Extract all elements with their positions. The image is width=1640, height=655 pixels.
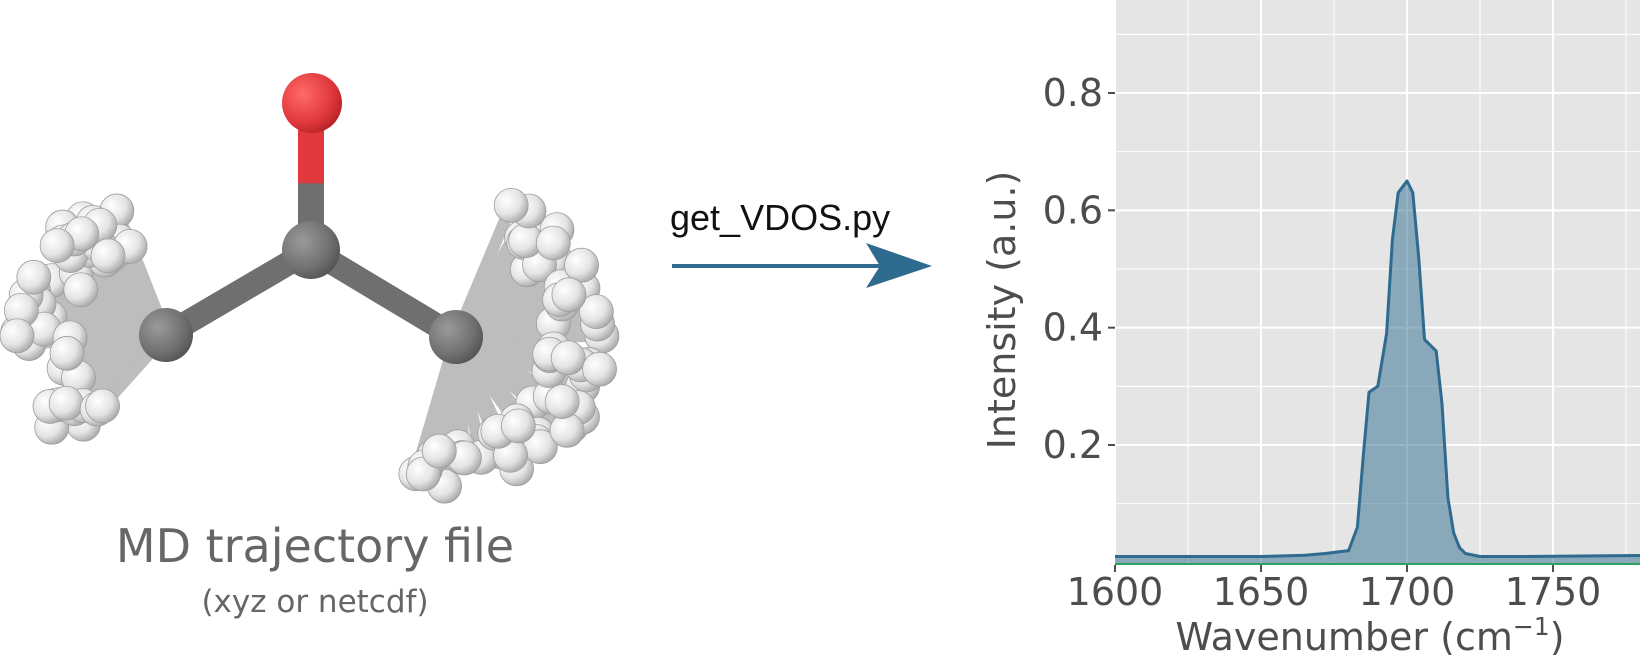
methyl-group-left (0, 193, 172, 445)
hydrogen-right-atom (544, 384, 580, 420)
x-tick-label: 1650 (1213, 570, 1310, 614)
x-tick-label: 1700 (1359, 570, 1456, 614)
y-tick-label: 0.2 (1043, 423, 1103, 467)
hydrogen-left-atom (39, 228, 75, 263)
hydrogen-left-atom (48, 385, 84, 421)
spectrum-chart: 0.2 0.4 0.6 0.8 1600 1650 1700 1750 Intensity … (980, 0, 1640, 655)
series-area (1115, 181, 1640, 565)
hydrogen-right-atom (550, 340, 586, 376)
carbon-atom-left (139, 308, 193, 362)
molecule-subcaption: (xyz or netcdf) (201, 584, 428, 620)
oxygen-atom (282, 73, 342, 133)
carbonyl-bond (298, 100, 324, 250)
hydrogen-left-atom (63, 272, 99, 308)
hydrogen-left-atom (16, 259, 52, 295)
x-axis-title-main: Wavenumber (cm (1175, 615, 1512, 655)
x-ticks: 1600 1650 1700 1750 (1067, 565, 1602, 614)
y-ticks: 0.2 0.4 0.6 0.8 (1043, 71, 1115, 467)
molecule-illustration: MD trajectory file (xyz or netcdf) (0, 73, 620, 620)
y-tick-label: 0.8 (1043, 71, 1103, 115)
y-tick-label: 0.6 (1043, 188, 1103, 232)
x-axis-title-end: ) (1550, 615, 1565, 655)
y-axis-title: Intensity (a.u.) (980, 171, 1024, 450)
hydrogen-right-atom (500, 408, 536, 444)
arrow-head (866, 243, 932, 288)
carbon-atom-right (429, 310, 483, 364)
hydrogen-right-atom (578, 294, 614, 330)
x-axis-title-superscript: −1 (1513, 612, 1550, 641)
carbon-atom-central (282, 221, 340, 279)
y-tick-label: 0.4 (1043, 306, 1103, 350)
hydrogen-right-atom (551, 277, 587, 313)
series-layer (1115, 179, 1640, 565)
arrow-label: get_VDOS.py (670, 197, 890, 238)
process-arrow: get_VDOS.py (670, 197, 932, 288)
hydrogen-right-atom (535, 225, 571, 261)
hydrogen-right-atom (549, 412, 585, 448)
hydrogen-right-atom (582, 351, 617, 387)
hydrogen-right-atom (564, 247, 599, 283)
hydrogen-right-atom (421, 433, 457, 469)
x-tick-label: 1600 (1067, 570, 1164, 614)
molecule-caption: MD trajectory file (116, 519, 514, 573)
hydrogen-left-atom (90, 238, 126, 274)
x-tick-label: 1750 (1505, 570, 1602, 614)
x-axis-title: Wavenumber (cm−1) (1175, 612, 1564, 655)
hydrogen-left-atom (85, 388, 120, 424)
hydrogen-left-atom (0, 318, 35, 354)
hydrogen-left-atom (49, 335, 85, 371)
series-line (1115, 179, 1640, 558)
hydrogen-right-atom (493, 187, 529, 223)
